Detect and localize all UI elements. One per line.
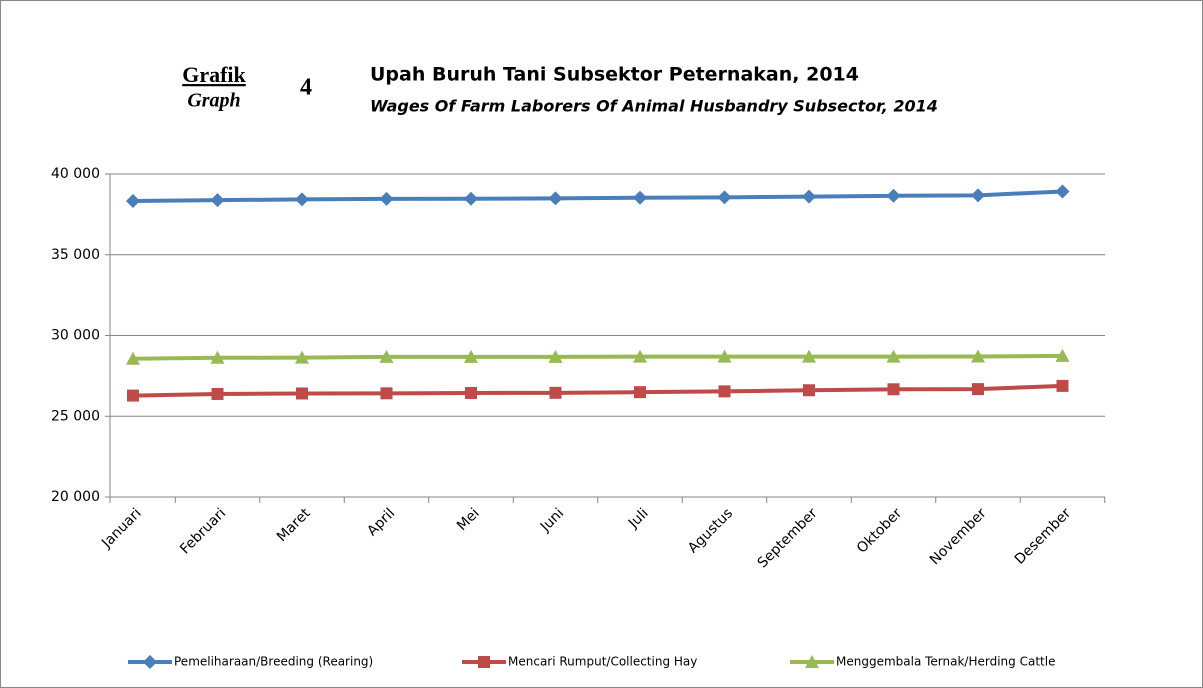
marker	[126, 351, 140, 365]
graph-label: Grafik	[182, 62, 246, 87]
marker	[127, 389, 139, 402]
marker	[886, 349, 901, 363]
marker	[1055, 348, 1070, 362]
marker	[211, 387, 224, 400]
marker	[379, 349, 394, 363]
marker	[633, 190, 647, 205]
marker	[549, 386, 562, 399]
marker	[972, 383, 984, 396]
chart-title: Upah Buruh Tani Subsektor Peternakan, 20…	[370, 64, 859, 86]
marker	[143, 655, 157, 669]
marker	[971, 188, 985, 203]
legend-label: Menggembala Ternak/Herding Cattle	[836, 655, 1055, 669]
marker	[464, 349, 478, 363]
marker	[210, 193, 225, 208]
marker	[210, 350, 225, 364]
y-tick-label: 40 000	[51, 166, 100, 182]
legend-label: Mencari Rumput/Collecting Hay	[508, 655, 697, 669]
marker	[126, 193, 140, 208]
marker	[802, 349, 816, 363]
graph-number: 4	[300, 75, 312, 101]
marker	[1056, 379, 1069, 392]
y-tick-label: 20 000	[51, 489, 100, 505]
marker	[634, 386, 646, 399]
marker	[1055, 184, 1070, 199]
marker	[295, 192, 309, 207]
marker	[478, 656, 490, 668]
marker	[548, 191, 563, 206]
marker	[805, 655, 819, 668]
marker	[718, 385, 731, 398]
series-line	[132, 189, 1063, 203]
y-tick-label: 35 000	[51, 247, 100, 263]
y-tick-label: 25 000	[51, 408, 100, 424]
series-line	[132, 383, 1063, 398]
marker	[971, 349, 985, 363]
marker	[465, 386, 477, 399]
marker	[717, 349, 732, 363]
legend-label: Pemeliharaan/Breeding (Rearing)	[174, 655, 373, 669]
marker	[802, 189, 816, 204]
marker	[295, 350, 309, 364]
marker	[886, 188, 901, 203]
marker	[464, 191, 478, 206]
marker	[887, 383, 900, 396]
marker	[379, 191, 394, 206]
series-line	[132, 353, 1063, 361]
marker	[803, 384, 815, 397]
marker	[296, 387, 308, 400]
marker	[633, 349, 647, 363]
graph-label-en: Graph	[187, 90, 240, 112]
marker	[717, 190, 732, 205]
y-tick-label: 30 000	[51, 328, 100, 344]
marker	[380, 387, 393, 400]
marker	[548, 349, 563, 363]
chart-subtitle: Wages Of Farm Laborers Of Animal Husband…	[370, 97, 938, 116]
